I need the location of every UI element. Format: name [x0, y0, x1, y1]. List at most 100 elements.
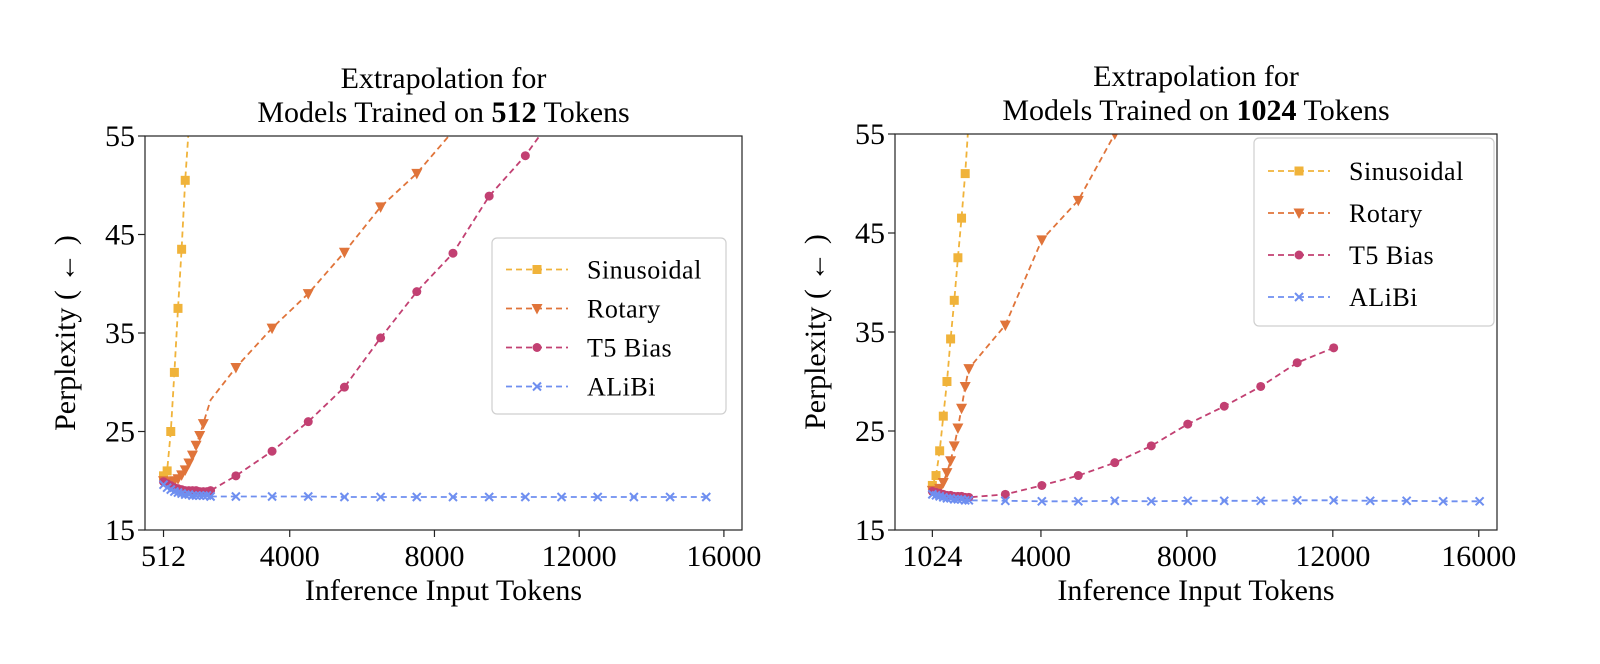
series-rotary — [926, 134, 1118, 499]
legend-label: Sinusoidal — [1349, 157, 1464, 186]
data-point-sinusoidal — [188, 63, 197, 72]
data-point-alibi — [375, 492, 386, 502]
data-point-sinusoidal — [159, 471, 169, 481]
legend-item-sinusoidal: Sinusoidal — [506, 256, 702, 285]
data-point-alibi — [231, 491, 241, 502]
data-point-t5-bias — [1037, 480, 1047, 490]
data-point-alibi — [629, 492, 639, 502]
x-tick-label: 16000 — [686, 540, 761, 573]
data-point-rotary — [1111, 134, 1118, 140]
chart-title-suffix: Tokens — [537, 96, 630, 129]
chart-title-bold: 512 — [492, 96, 537, 129]
legend-item-rotary: Rotary — [506, 295, 660, 324]
data-point-rotary — [937, 477, 949, 489]
series-alibi — [158, 479, 711, 502]
data-point-t5-bias — [1256, 381, 1266, 391]
data-point-sinusoidal — [949, 295, 959, 305]
series-alibi — [927, 489, 1485, 506]
data-point-rotary — [194, 430, 206, 442]
data-point-t5-bias — [1110, 458, 1120, 468]
x-tick-label: 8000 — [404, 540, 464, 573]
y-tick-label: 55 — [855, 118, 885, 151]
data-point-rotary — [186, 450, 198, 462]
legend-box — [1253, 137, 1495, 327]
x-tick-label: 4000 — [260, 540, 320, 573]
data-point-rotary — [941, 468, 953, 479]
x-tick-label: 8000 — [1157, 540, 1217, 573]
data-point-alibi — [267, 491, 277, 502]
data-point-t5-bias — [1292, 358, 1302, 368]
data-point-rotary — [963, 364, 975, 375]
plot-area — [158, 63, 711, 502]
data-point-t5-bias — [520, 151, 530, 161]
data-point-alibi — [1438, 496, 1448, 506]
data-point-alibi — [198, 490, 209, 501]
legend: Sinusoidal Rotary T5 Bias ALiBi — [1253, 137, 1495, 327]
data-point-rotary — [302, 289, 314, 300]
data-point-t5-bias — [448, 248, 458, 258]
data-point-rotary — [197, 419, 209, 430]
data-point-sinusoidal — [946, 334, 956, 344]
legend-item-t5-bias: T5 Bias — [1268, 241, 1434, 270]
series-line-t5-bias — [932, 346, 1335, 499]
x-tick-label: 4000 — [1011, 540, 1071, 573]
series-rotary — [158, 136, 450, 488]
data-point-alibi — [187, 490, 198, 501]
data-point-alibi — [1474, 496, 1485, 506]
data-point-rotary — [190, 440, 202, 452]
data-point-alibi — [520, 492, 531, 502]
legend-item-sinusoidal: Sinusoidal — [1268, 157, 1464, 186]
data-point-rotary — [338, 247, 350, 259]
data-point-alibi — [191, 490, 201, 501]
chart-title-bold: 1024 — [1237, 94, 1297, 127]
data-point-sinusoidal — [173, 303, 183, 313]
series-line-sinusoidal — [931, 134, 969, 486]
data-point-t5-bias — [376, 333, 386, 343]
legend-item-rotary: Rotary — [1268, 199, 1423, 228]
data-point-alibi — [953, 494, 963, 505]
y-tick-label: 25 — [105, 416, 135, 449]
legend-marker — [1293, 208, 1305, 219]
data-point-t5-bias — [267, 446, 277, 456]
data-point-alibi — [303, 491, 313, 502]
legend-marker — [532, 343, 542, 352]
data-point-sinusoidal — [927, 480, 937, 490]
data-point-alibi — [1110, 496, 1120, 506]
legend-label: Rotary — [1349, 199, 1423, 228]
x-tick-label: 12000 — [1295, 540, 1370, 573]
data-point-alibi — [448, 492, 458, 502]
data-point-rotary — [411, 168, 423, 180]
data-point-t5-bias — [412, 287, 422, 297]
data-point-alibi — [964, 495, 974, 506]
data-point-alibi — [1328, 495, 1339, 506]
y-axis-label: Perplexity ( ← ) — [49, 235, 82, 431]
data-point-alibi — [1401, 496, 1412, 506]
data-point-rotary — [230, 362, 242, 374]
series-line-rotary — [163, 136, 450, 483]
data-point-alibi — [960, 495, 970, 506]
legend-item-t5-bias: T5 Bias — [506, 334, 672, 363]
x-axis-label: Inference Input Tokens — [1057, 574, 1334, 607]
legend-marker — [1294, 166, 1304, 176]
data-point-sinusoidal — [184, 122, 193, 131]
legend-marker — [531, 304, 543, 315]
chart-title-line1: Extrapolation for — [341, 62, 547, 95]
x-tick-label: 12000 — [542, 540, 617, 573]
series-line-rotary — [931, 134, 1116, 494]
plot-area — [926, 134, 1485, 506]
data-point-sinusoidal — [942, 377, 952, 386]
data-point-alibi — [1256, 496, 1266, 506]
chart-title-line2: Models Trained on 512 Tokens — [257, 96, 629, 129]
chart-title-prefix: Models Trained on — [257, 96, 491, 129]
x-axis-label: Inference Input Tokens — [305, 574, 582, 607]
data-point-alibi — [1183, 496, 1193, 506]
data-point-rotary — [1036, 235, 1048, 246]
legend-label: Sinusoidal — [587, 256, 702, 285]
y-tick-label: 45 — [855, 217, 885, 250]
data-point-sinusoidal — [166, 427, 176, 436]
data-point-t5-bias — [1073, 471, 1083, 481]
legend-label: ALiBi — [1349, 283, 1418, 312]
data-point-sinusoidal — [162, 466, 172, 476]
data-point-t5-bias — [484, 191, 494, 201]
data-point-alibi — [205, 491, 216, 502]
